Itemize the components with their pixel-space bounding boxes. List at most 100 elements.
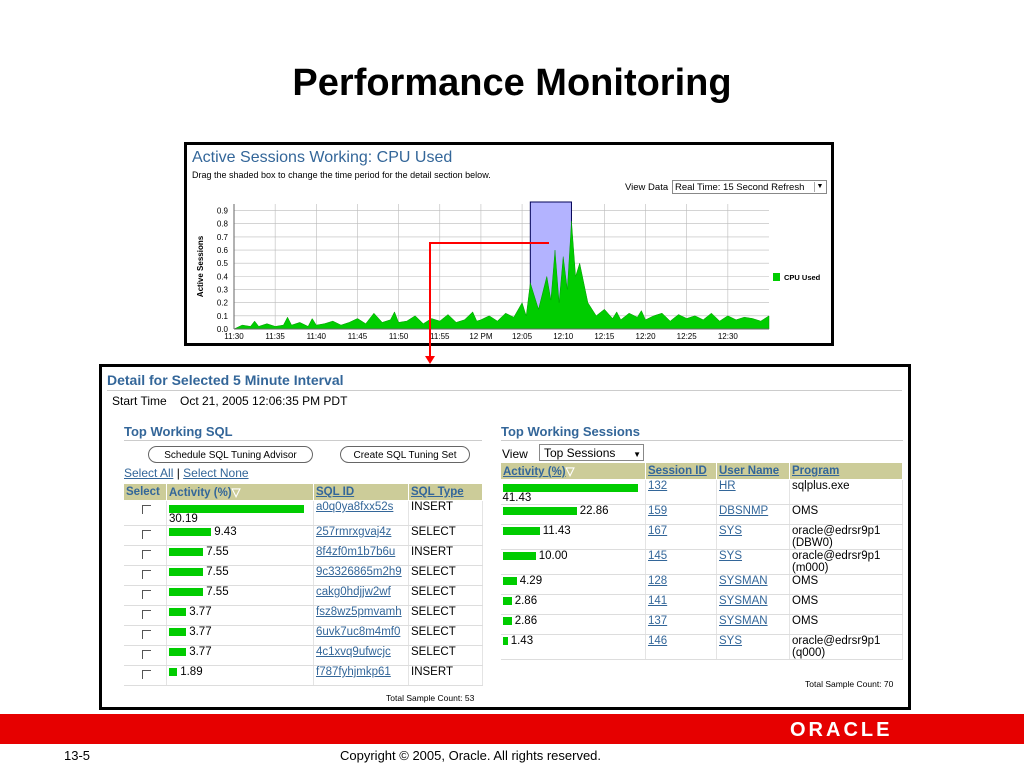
header-program-link[interactable]: Program: [792, 465, 840, 477]
row-select-cell: [123, 525, 167, 547]
x-tick-label: 12:15: [594, 332, 615, 341]
sql-id-link[interactable]: 6uvk7uc8m4mf0: [316, 626, 401, 639]
user-name-link[interactable]: SYSMAN: [719, 575, 768, 588]
sql-id-link[interactable]: 257rmrxgvaj4z: [316, 526, 392, 539]
active-sessions-chart[interactable]: 0.0 0.1 0.2 0.3 0.4 0.5 0.6 0.7 0.8 0.9 11:30 11:35…: [187, 145, 831, 343]
session-id-cell: 159: [645, 504, 717, 526]
start-time-label: Start Time: [112, 394, 167, 408]
header-session-id-link[interactable]: Session ID: [648, 465, 707, 477]
header-session-id[interactable]: Session ID: [645, 462, 717, 480]
row-checkbox[interactable]: [141, 570, 151, 580]
chevron-down-icon[interactable]: ▼: [814, 182, 825, 192]
session-id-cell: 137: [645, 614, 717, 636]
activity-cell: 7.55: [166, 545, 314, 567]
program-detail: (q000): [792, 647, 826, 660]
session-id-cell: 141: [645, 594, 717, 616]
header-user-name-link[interactable]: User Name: [719, 465, 780, 477]
header-sql-type[interactable]: SQL Type: [408, 483, 483, 501]
sort-descending-icon[interactable]: ▽: [565, 466, 575, 478]
session-id-link[interactable]: 145: [648, 550, 668, 563]
y-tick-label: 0.5: [217, 259, 229, 268]
y-tick-label: 0.9: [217, 207, 229, 216]
row-checkbox[interactable]: [141, 630, 151, 640]
header-activity[interactable]: Activity (%)▽: [166, 483, 314, 501]
sql-id-cell: cakg0hdjjw2wf: [313, 585, 409, 607]
sql-id-link[interactable]: 9c3326865m2h9: [316, 566, 402, 579]
user-name-link[interactable]: SYS: [719, 635, 743, 648]
header-sql-type-link[interactable]: SQL Type: [411, 486, 464, 498]
row-select-cell: [123, 665, 167, 687]
y-tick-label: 0.6: [217, 246, 229, 255]
row-checkbox[interactable]: [141, 670, 151, 680]
sql-id-link[interactable]: 4c1xvq9ufwcjc: [316, 646, 391, 659]
header-program[interactable]: Program: [789, 462, 903, 480]
page-number: 13-5: [64, 748, 91, 763]
user-name-link[interactable]: SYSMAN: [719, 615, 768, 628]
view-data-select[interactable]: Real Time: 15 Second Refresh ▼: [672, 180, 827, 194]
top-sessions-divider: [501, 440, 903, 441]
create-sql-tuning-set-button[interactable]: Create SQL Tuning Set: [340, 446, 470, 463]
sql-id-link[interactable]: cakg0hdjjw2wf: [316, 586, 391, 599]
sort-descending-icon[interactable]: ▽: [231, 487, 241, 499]
row-checkbox[interactable]: [141, 610, 151, 620]
footer-bar: [0, 714, 1024, 744]
schedule-sql-tuning-advisor-button[interactable]: Schedule SQL Tuning Advisor: [148, 446, 313, 463]
row-checkbox[interactable]: [141, 650, 151, 660]
view-select[interactable]: Top Sessions ▼: [539, 444, 644, 461]
session-id-link[interactable]: 167: [648, 525, 668, 538]
user-name-link[interactable]: DBSNMP: [719, 505, 769, 518]
session-id-link[interactable]: 137: [648, 615, 668, 628]
activity-cell: 9.43: [166, 525, 314, 547]
sql-id-link[interactable]: f787fyhjmkp61: [316, 666, 391, 679]
activity-value: 41.43: [502, 492, 532, 505]
header-session-activity[interactable]: Activity (%)▽: [500, 462, 646, 480]
row-checkbox[interactable]: [141, 590, 151, 600]
select-none-link[interactable]: Select None: [183, 466, 249, 480]
table-row: 2.86 141 SYSMAN OMS: [500, 594, 903, 616]
sql-id-link[interactable]: fsz8wz5pmvamh: [316, 606, 402, 619]
header-session-activity-link[interactable]: Activity (%): [503, 466, 566, 478]
select-links: Select All | Select None: [124, 466, 249, 480]
sql-id-cell: 4c1xvq9ufwcjc: [313, 645, 409, 667]
header-user-name[interactable]: User Name: [716, 462, 790, 480]
user-name-link[interactable]: HR: [719, 480, 736, 492]
session-id-cell: 146: [645, 634, 717, 661]
header-sql-id-link[interactable]: SQL ID: [316, 486, 355, 498]
header-activity-label[interactable]: Activity (%): [169, 487, 232, 499]
chevron-down-icon[interactable]: ▼: [633, 450, 641, 459]
sql-type-cell: INSERT: [408, 500, 483, 527]
session-id-link[interactable]: 128: [648, 575, 668, 588]
sql-id-cell: 8f4zf0m1b7b6u: [313, 545, 409, 567]
session-id-cell: 128: [645, 574, 717, 596]
top-sql-table: Select Activity (%)▽ SQL ID SQL Type 30.…: [123, 483, 483, 687]
view-data-value: Real Time: 15 Second Refresh: [675, 182, 805, 193]
sql-id-link[interactable]: a0q0ya8fxx52s: [316, 501, 394, 513]
row-select-cell: [123, 625, 167, 647]
table-row: 7.55 cakg0hdjjw2wf SELECT: [123, 585, 483, 607]
session-id-link[interactable]: 141: [648, 595, 668, 608]
activity-value: 22.86: [579, 505, 609, 518]
user-name-link[interactable]: SYS: [719, 550, 743, 563]
session-id-cell: 132: [645, 479, 717, 506]
sql-id-link[interactable]: 8f4zf0m1b7b6u: [316, 546, 396, 559]
row-checkbox[interactable]: [141, 505, 151, 514]
user-name-cell: HR: [716, 479, 790, 506]
select-all-link[interactable]: Select All: [124, 466, 174, 480]
top-sessions-title: Top Working Sessions: [501, 424, 640, 439]
activity-bar: [502, 484, 638, 492]
activity-cell: 3.77: [166, 625, 314, 647]
user-name-cell: SYS: [716, 524, 790, 551]
cpu-used-series: [233, 221, 770, 330]
active-sessions-chart-panel: Active Sessions Working: CPU Used Drag t…: [184, 142, 834, 346]
header-sql-id[interactable]: SQL ID: [313, 483, 409, 501]
user-name-link[interactable]: SYS: [719, 525, 743, 538]
session-id-link[interactable]: 132: [648, 480, 668, 492]
user-name-link[interactable]: SYSMAN: [719, 595, 768, 608]
session-id-link[interactable]: 159: [648, 505, 668, 518]
row-checkbox[interactable]: [141, 530, 151, 540]
row-checkbox[interactable]: [141, 550, 151, 560]
program-value: OMS: [792, 575, 819, 588]
session-id-link[interactable]: 146: [648, 635, 668, 648]
program-cell: sqlplus.exe: [789, 479, 903, 506]
header-select: Select: [123, 483, 167, 501]
